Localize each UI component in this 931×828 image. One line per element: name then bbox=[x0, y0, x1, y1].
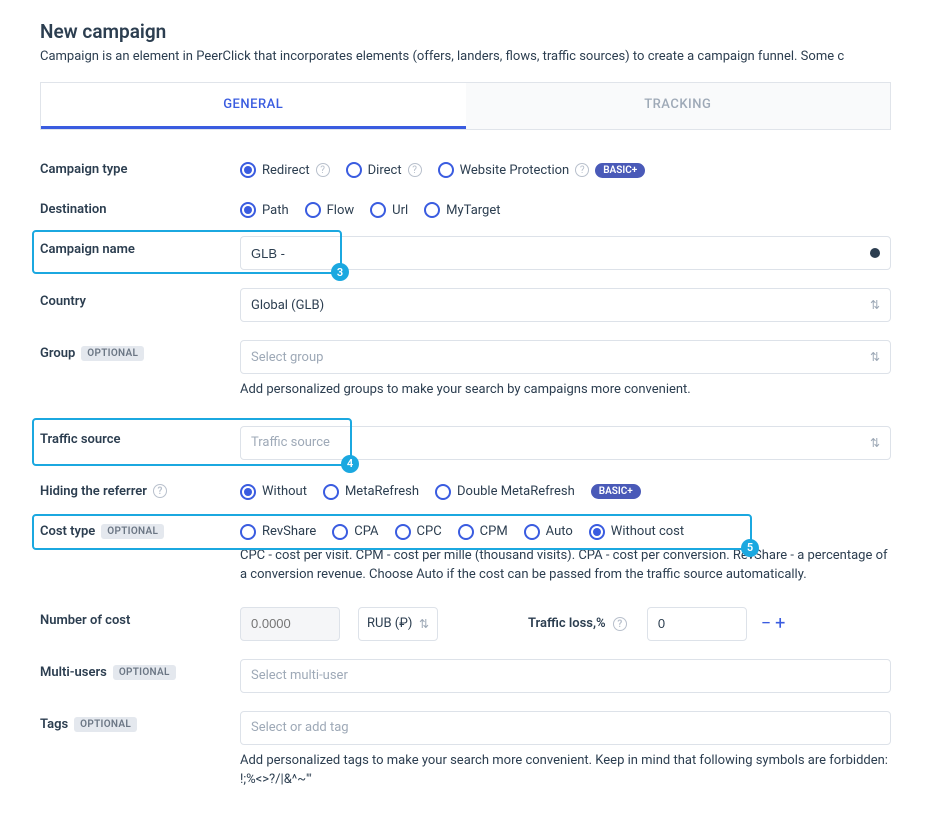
optional-badge: OPTIONAL bbox=[74, 717, 137, 732]
page-title: New campaign bbox=[40, 20, 891, 43]
multi-users-placeholder: Select multi-user bbox=[251, 668, 348, 683]
row-campaign-name: 3 Campaign name bbox=[40, 236, 891, 270]
chevron-updown-icon: ⇅ bbox=[870, 299, 880, 311]
row-hiding-referrer: Hiding the referrer ? Without MetaRefres… bbox=[40, 478, 891, 500]
label-campaign-type: Campaign type bbox=[40, 156, 240, 177]
optional-badge: OPTIONAL bbox=[81, 346, 144, 361]
multi-users-select[interactable]: Select multi-user bbox=[240, 659, 891, 693]
chevron-updown-icon: ⇅ bbox=[870, 437, 880, 449]
row-group: Group OPTIONAL Select group ⇅ Add person… bbox=[40, 340, 891, 400]
radio-flow[interactable]: Flow bbox=[305, 202, 355, 218]
callout-box-5: 5 bbox=[32, 514, 752, 550]
label-group: Group OPTIONAL bbox=[40, 340, 240, 361]
traffic-loss-input[interactable] bbox=[647, 607, 747, 641]
row-cost-type: 5 Cost type OPTIONAL RevShare CPA CPC CP… bbox=[40, 518, 891, 585]
form-container: Campaign type Redirect ? Direct ? Websit… bbox=[40, 156, 891, 790]
country-select[interactable]: Global (GLB) ⇅ bbox=[240, 288, 891, 322]
currency-select[interactable]: RUB (₽) ⇅ bbox=[358, 607, 438, 641]
radio-mytarget[interactable]: MyTarget bbox=[424, 202, 500, 218]
group-placeholder: Select group bbox=[251, 350, 323, 365]
radio-direct[interactable]: Direct ? bbox=[346, 162, 422, 178]
row-destination: Destination Path Flow Url MyTarget bbox=[40, 196, 891, 218]
tabs-container: GENERAL TRACKING bbox=[40, 82, 891, 130]
label-tags: Tags OPTIONAL bbox=[40, 711, 240, 732]
help-icon[interactable]: ? bbox=[316, 163, 330, 177]
help-icon[interactable]: ? bbox=[613, 617, 627, 631]
campaign-name-input[interactable] bbox=[251, 246, 870, 261]
tab-tracking[interactable]: TRACKING bbox=[466, 83, 891, 129]
help-icon[interactable]: ? bbox=[153, 484, 167, 498]
row-country: Country Global (GLB) ⇅ bbox=[40, 288, 891, 322]
chevron-updown-icon: ⇅ bbox=[870, 351, 880, 363]
group-helper: Add personalized groups to make your sea… bbox=[240, 380, 891, 400]
tags-helper: Add personalized tags to make your searc… bbox=[240, 751, 891, 790]
country-value: Global (GLB) bbox=[251, 298, 324, 313]
cost-type-helper: CPC - cost per visit. CPM - cost per mil… bbox=[240, 546, 891, 585]
row-multi-users: Multi-users OPTIONAL Select multi-user bbox=[40, 659, 891, 693]
radio-direct-label: Direct bbox=[368, 163, 402, 178]
radio-metarefresh[interactable]: MetaRefresh bbox=[323, 484, 419, 500]
optional-badge: OPTIONAL bbox=[113, 665, 176, 680]
label-country: Country bbox=[40, 288, 240, 309]
radio-url[interactable]: Url bbox=[370, 202, 408, 218]
page-description: Campaign is an element in PeerClick that… bbox=[40, 49, 891, 64]
row-tags: Tags OPTIONAL Select or add tag Add pers… bbox=[40, 711, 891, 790]
label-multi-users: Multi-users OPTIONAL bbox=[40, 659, 240, 680]
row-campaign-type: Campaign type Redirect ? Direct ? Websit… bbox=[40, 156, 891, 178]
callout-num-4: 4 bbox=[341, 455, 359, 473]
currency-value: RUB (₽) bbox=[367, 616, 412, 631]
label-hiding-referrer: Hiding the referrer ? bbox=[40, 478, 240, 499]
radio-without[interactable]: Without bbox=[240, 484, 307, 500]
help-icon[interactable]: ? bbox=[408, 163, 422, 177]
label-traffic-loss: Traffic loss,% ? bbox=[528, 616, 627, 632]
radio-path-label: Path bbox=[262, 203, 289, 218]
minus-button[interactable]: − bbox=[761, 615, 771, 633]
radio-double-metarefresh-label: Double MetaRefresh bbox=[457, 484, 575, 499]
chevron-updown-icon: ⇅ bbox=[419, 618, 429, 630]
radio-metarefresh-label: MetaRefresh bbox=[345, 484, 419, 499]
radio-double-metarefresh[interactable]: Double MetaRefresh bbox=[435, 484, 575, 500]
basic-plus-badge: BASIC+ bbox=[595, 163, 645, 178]
row-number-of-cost: Number of cost RUB (₽) ⇅ Traffic loss,% … bbox=[40, 607, 891, 641]
callout-num-3: 3 bbox=[331, 263, 349, 281]
radio-flow-label: Flow bbox=[327, 203, 355, 218]
help-icon[interactable]: ? bbox=[575, 163, 589, 177]
row-traffic-source: 4 Traffic source Traffic source ⇅ bbox=[40, 426, 891, 460]
cost-number-input bbox=[240, 607, 340, 641]
basic-plus-badge: BASIC+ bbox=[591, 484, 641, 499]
radio-website-protection[interactable]: Website Protection ? BASIC+ bbox=[438, 162, 646, 178]
tab-general[interactable]: GENERAL bbox=[41, 83, 466, 129]
plus-button[interactable]: + bbox=[775, 615, 785, 633]
callout-box-4: 4 bbox=[32, 418, 352, 466]
group-select[interactable]: Select group ⇅ bbox=[240, 340, 891, 374]
radio-url-label: Url bbox=[392, 203, 408, 218]
callout-box-3: 3 bbox=[32, 230, 342, 274]
radio-website-protection-label: Website Protection bbox=[460, 163, 570, 178]
callout-num-5: 5 bbox=[741, 539, 759, 557]
radio-redirect-label: Redirect bbox=[262, 163, 310, 178]
label-destination: Destination bbox=[40, 196, 240, 217]
label-number-of-cost: Number of cost bbox=[40, 607, 240, 628]
radio-without-label: Without bbox=[262, 484, 307, 499]
radio-mytarget-label: MyTarget bbox=[446, 203, 500, 218]
status-dot-icon bbox=[870, 248, 880, 258]
radio-redirect[interactable]: Redirect ? bbox=[240, 162, 330, 178]
radio-path[interactable]: Path bbox=[240, 202, 289, 218]
